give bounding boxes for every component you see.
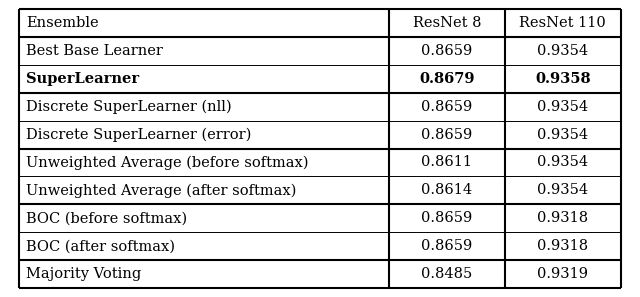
Text: 0.9354: 0.9354 bbox=[537, 183, 588, 198]
Text: Unweighted Average (before softmax): Unweighted Average (before softmax) bbox=[26, 155, 309, 170]
Text: ResNet 8: ResNet 8 bbox=[413, 16, 481, 30]
Text: Majority Voting: Majority Voting bbox=[26, 267, 141, 281]
Text: BOC (before softmax): BOC (before softmax) bbox=[26, 211, 188, 225]
Text: ResNet 110: ResNet 110 bbox=[520, 16, 606, 30]
Text: 0.8611: 0.8611 bbox=[421, 155, 472, 170]
Text: 0.8659: 0.8659 bbox=[421, 239, 472, 253]
Text: 0.9318: 0.9318 bbox=[537, 239, 588, 253]
Text: Discrete SuperLearner (nll): Discrete SuperLearner (nll) bbox=[26, 99, 232, 114]
Text: BOC (after softmax): BOC (after softmax) bbox=[26, 239, 175, 253]
Text: 0.8659: 0.8659 bbox=[421, 99, 472, 114]
Text: 0.8659: 0.8659 bbox=[421, 211, 472, 225]
Text: 0.9354: 0.9354 bbox=[537, 99, 588, 114]
Text: 0.9319: 0.9319 bbox=[537, 267, 588, 281]
Text: 0.8614: 0.8614 bbox=[421, 183, 472, 198]
Text: 0.8659: 0.8659 bbox=[421, 44, 472, 58]
Text: 0.8659: 0.8659 bbox=[421, 127, 472, 142]
Text: 0.9358: 0.9358 bbox=[535, 72, 591, 86]
Text: 0.8679: 0.8679 bbox=[419, 72, 475, 86]
Text: SuperLearner: SuperLearner bbox=[26, 72, 140, 86]
Text: 0.8485: 0.8485 bbox=[421, 267, 472, 281]
Text: 0.9354: 0.9354 bbox=[537, 127, 588, 142]
Text: 0.9354: 0.9354 bbox=[537, 155, 588, 170]
Text: Ensemble: Ensemble bbox=[26, 16, 99, 30]
Text: Unweighted Average (after softmax): Unweighted Average (after softmax) bbox=[26, 183, 297, 198]
Text: 0.9354: 0.9354 bbox=[537, 44, 588, 58]
Text: 0.9318: 0.9318 bbox=[537, 211, 588, 225]
Text: Discrete SuperLearner (error): Discrete SuperLearner (error) bbox=[26, 127, 252, 142]
Text: Best Base Learner: Best Base Learner bbox=[26, 44, 163, 58]
